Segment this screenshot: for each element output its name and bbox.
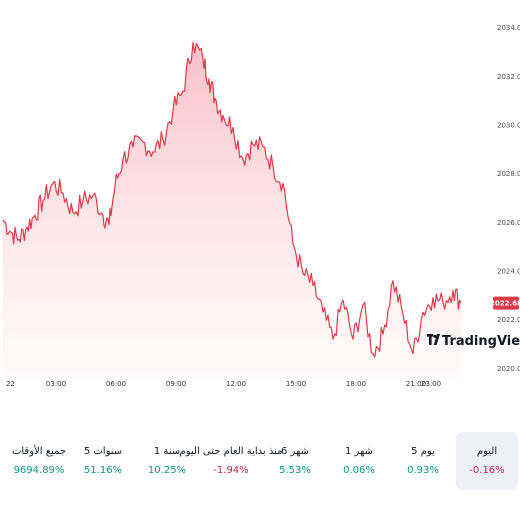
- current-price-label: 2022.68: [490, 300, 520, 308]
- period-change-value: -1.94%: [213, 465, 249, 476]
- y-tick-label: 2022.00: [497, 316, 520, 324]
- x-tick-label: 12:00: [226, 380, 246, 388]
- period-button-5[interactable]: 1 سنة 10.25%: [136, 432, 198, 490]
- price-area-fill: [3, 42, 461, 379]
- period-button-1[interactable]: 5 يوم 0.93%: [392, 432, 454, 490]
- tradingview-logo-text: TradingView: [442, 334, 520, 349]
- period-label: جميع الأوقات: [11, 446, 67, 457]
- period-change-value: 51.16%: [83, 465, 123, 476]
- y-tick-label: 2030.00: [497, 122, 520, 130]
- period-label: 6 شهر: [280, 446, 310, 457]
- period-label: 5 يوم: [411, 446, 435, 457]
- x-tick-label: 09:00: [166, 380, 186, 388]
- period-label: اليوم: [476, 446, 498, 457]
- y-tick-label: 2026.00: [497, 219, 520, 227]
- period-button-2[interactable]: 1 شهر 0.06%: [328, 432, 390, 490]
- current-price-badge: 2022.68: [490, 296, 520, 310]
- y-tick-label: 2024.00: [497, 268, 520, 276]
- period-button-6[interactable]: 5 سنوات 51.16%: [72, 432, 134, 490]
- tradingview-logo-icon: [427, 334, 440, 345]
- x-tick-label: 03:00: [46, 380, 66, 388]
- tradingview-logo: TradingView: [427, 334, 520, 349]
- price-chart[interactable]: 2020.00 2022.00 2024.00 2026.00 2028.00 2030.…: [0, 0, 520, 400]
- period-button-3[interactable]: 6 شهر 5.53%: [264, 432, 326, 490]
- x-tick-label: 23:00: [421, 380, 441, 388]
- period-label: 5 سنوات: [83, 446, 123, 457]
- period-button-4[interactable]: منذ بداية العام حتى اليوم -1.94%: [180, 432, 283, 490]
- period-change-value: -0.16%: [469, 465, 505, 476]
- y-tick-label: 2032.00: [497, 73, 520, 81]
- period-change-value: 0.93%: [407, 465, 439, 476]
- period-change-value: 9694.89%: [13, 465, 65, 476]
- period-change-value: 10.25%: [147, 465, 187, 476]
- x-axis: 22 03:00 06:00 09:00 12:00 15:00 18:00 21:0023:…: [6, 380, 441, 388]
- x-tick-label: 06:00: [106, 380, 126, 388]
- performance-periods: اليوم -0.16% 5 يوم 0.93% 1 شهر 0.06% 6 شهر 5.53…: [0, 432, 520, 520]
- period-change-value: 5.53%: [279, 465, 311, 476]
- y-tick-label: 2034.00: [497, 24, 520, 32]
- y-tick-label: 2028.00: [497, 170, 520, 178]
- x-tick-label: 22: [6, 380, 15, 388]
- price-line: [2, 41, 462, 358]
- x-tick-label: 15:00: [286, 380, 306, 388]
- y-axis: 2020.00 2022.00 2024.00 2026.00 2028.00 2030.…: [497, 24, 520, 373]
- period-change-value: 0.06%: [343, 465, 375, 476]
- x-tick-label: 18:00: [346, 380, 366, 388]
- period-button-7[interactable]: جميع الأوقات 9694.89%: [8, 432, 70, 490]
- period-label: منذ بداية العام حتى اليوم: [179, 446, 283, 457]
- x-tick-label: 21:00: [406, 380, 426, 388]
- period-label: 1 سنة: [153, 446, 181, 457]
- y-tick-label: 2020.00: [497, 365, 520, 373]
- period-label: 1 شهر: [344, 446, 374, 457]
- period-button-0[interactable]: اليوم -0.16%: [456, 432, 518, 490]
